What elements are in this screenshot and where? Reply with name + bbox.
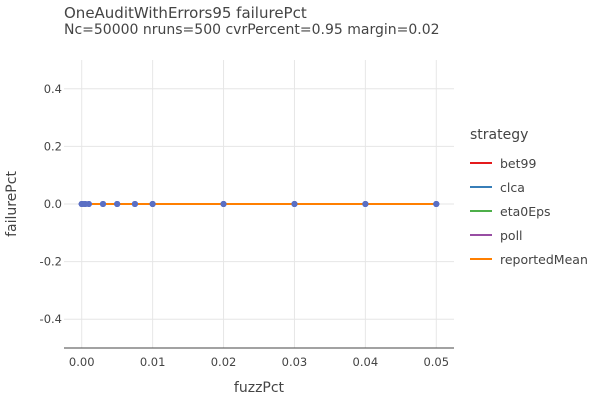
x-tick-label: 0.03 <box>282 355 308 369</box>
chart-subtitle: Nc=50000 nruns=500 cvrPercent=0.95 margi… <box>64 22 440 38</box>
legend-label: eta0Eps <box>500 203 551 219</box>
legend-label: bet99 <box>500 155 537 171</box>
x-axis-ticks: 0.00 0.01 0.02 0.03 0.04 0.05 <box>69 355 449 369</box>
legend-label: poll <box>500 227 523 243</box>
legend-swatch <box>470 186 492 188</box>
legend-item-eta0Eps[interactable]: eta0Eps <box>470 199 588 223</box>
chart-title: OneAuditWithErrors95 failurePct <box>64 4 307 22</box>
y-tick-label: 0.4 <box>44 82 62 96</box>
x-tick-label: 0.02 <box>211 355 237 369</box>
legend-item-clca[interactable]: clca <box>470 175 588 199</box>
gridlines <box>64 60 454 348</box>
legend-label: reportedMean <box>500 251 588 267</box>
data-point-reportedMean <box>362 201 369 207</box>
legend-label: clca <box>500 179 525 195</box>
y-tick-label: -0.4 <box>40 312 62 326</box>
legend-item-reportedMean[interactable]: reportedMean <box>470 247 588 271</box>
legend-item-bet99[interactable]: bet99 <box>470 151 588 175</box>
x-tick-label: 0.05 <box>423 355 449 369</box>
y-axis-ticks: -0.4 -0.2 0.0 0.2 0.4 <box>40 82 62 326</box>
y-axis-title: failurePct <box>4 171 20 237</box>
data-point-reportedMean <box>291 201 298 207</box>
data-point-reportedMean <box>100 201 106 207</box>
x-tick-label: 0.00 <box>69 355 95 369</box>
data-point-reportedMean <box>85 201 92 207</box>
y-tick-label: 0.0 <box>44 197 62 211</box>
data-point-reportedMean <box>433 201 440 207</box>
legend-swatch <box>470 162 492 164</box>
legend-swatch <box>470 234 492 236</box>
legend-swatch <box>470 210 492 212</box>
legend-swatch <box>470 258 492 260</box>
legend-item-poll[interactable]: poll <box>470 223 588 247</box>
marker-layer <box>78 201 440 207</box>
data-point-reportedMean <box>131 201 138 207</box>
x-axis-title: fuzzPct <box>234 380 285 396</box>
legend[interactable]: bet99 clca eta0Eps poll reportedMean <box>470 151 588 271</box>
x-tick-label: 0.04 <box>353 355 379 369</box>
x-tick-label: 0.01 <box>140 355 166 369</box>
legend-title: strategy <box>470 127 529 143</box>
data-point-reportedMean <box>114 201 121 207</box>
y-tick-label: 0.2 <box>44 139 62 153</box>
y-tick-label: -0.2 <box>40 255 62 269</box>
data-point-reportedMean <box>149 201 156 207</box>
data-point-reportedMean <box>220 201 227 207</box>
